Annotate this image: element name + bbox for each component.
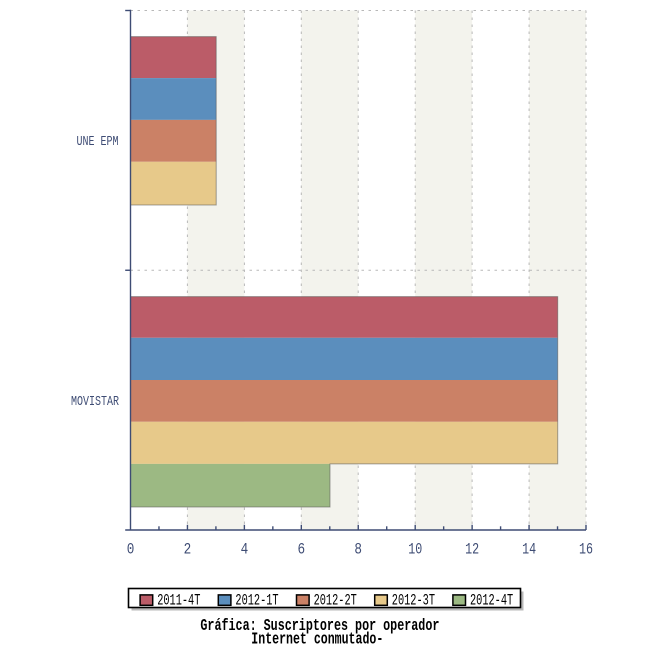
svg-text:2012-4T: 2012-4T <box>470 591 513 609</box>
svg-text:12: 12 <box>465 541 479 559</box>
svg-text:2012-3T: 2012-3T <box>392 591 435 609</box>
svg-text:MOVISTAR: MOVISTAR <box>71 394 119 410</box>
svg-text:14: 14 <box>522 541 536 559</box>
svg-text:2: 2 <box>184 541 192 559</box>
svg-text:UNE EPM: UNE EPM <box>77 134 119 150</box>
svg-text:4: 4 <box>241 541 249 559</box>
svg-text:10: 10 <box>408 541 422 559</box>
svg-text:Internet conmutado-: Internet conmutado- <box>251 631 383 650</box>
svg-text:0: 0 <box>127 541 135 559</box>
svg-text:2011-4T: 2011-4T <box>157 591 200 609</box>
svg-text:2012-2T: 2012-2T <box>314 591 357 609</box>
svg-text:16: 16 <box>579 541 593 559</box>
svg-text:8: 8 <box>354 541 362 559</box>
svg-text:6: 6 <box>298 541 306 559</box>
svg-text:2012-1T: 2012-1T <box>235 591 278 609</box>
svg-text:Gráfica: Suscriptores por oper: Gráfica: Suscriptores por operador <box>200 617 439 636</box>
